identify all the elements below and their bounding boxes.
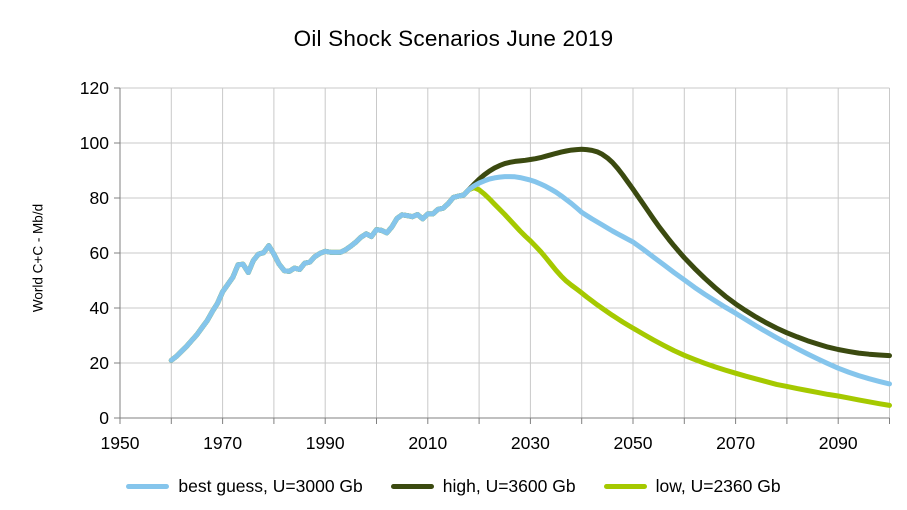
x-axis-tick-label: 1950	[101, 433, 140, 453]
series-line-best-guess	[168, 174, 892, 387]
legend: best guess, U=3000 Gb high, U=3600 Gb lo…	[0, 476, 907, 497]
y-axis-tick-label: 60	[90, 243, 110, 263]
x-axis-tick-label: 2030	[511, 433, 550, 453]
y-axis-tick-label: 100	[80, 133, 109, 153]
x-axis-tick-label: 2050	[614, 433, 653, 453]
x-axis-tick-label: 1970	[203, 433, 242, 453]
y-axis-tick-label: 20	[90, 353, 110, 373]
legend-swatch-low	[603, 484, 647, 489]
x-axis-tick-label: 1990	[306, 433, 345, 453]
legend-label-best-guess: best guess, U=3000 Gb	[178, 476, 363, 496]
legend-label-low: low, U=2360 Gb	[655, 476, 781, 496]
legend-swatch-high	[390, 484, 434, 489]
legend-item-best-guess: best guess, U=3000 Gb	[126, 476, 363, 497]
legend-item-high: high, U=3600 Gb	[390, 476, 576, 497]
chart-title: Oil Shock Scenarios June 2019	[293, 26, 614, 51]
y-axis-tick-label: 40	[90, 298, 110, 318]
y-axis-tick-label: 80	[90, 188, 110, 208]
y-axis-tick-label: 0	[99, 408, 109, 428]
legend-swatch-best-guess	[126, 484, 170, 489]
series-lines	[168, 146, 892, 408]
legend-item-low: low, U=2360 Gb	[603, 476, 781, 497]
x-axis-tick-label: 2090	[819, 433, 858, 453]
gridlines	[119, 87, 890, 419]
x-axis-tick-label: 2010	[408, 433, 447, 453]
tick-labels: 1950 1970 1990 2010 2030 2050 2070 2090 0 20 40 60 8…	[80, 78, 858, 453]
axes	[114, 87, 890, 424]
legend-label-high: high, U=3600 Gb	[442, 476, 576, 496]
x-axis-tick-label: 2070	[716, 433, 755, 453]
y-axis-tick-label: 120	[80, 78, 109, 98]
